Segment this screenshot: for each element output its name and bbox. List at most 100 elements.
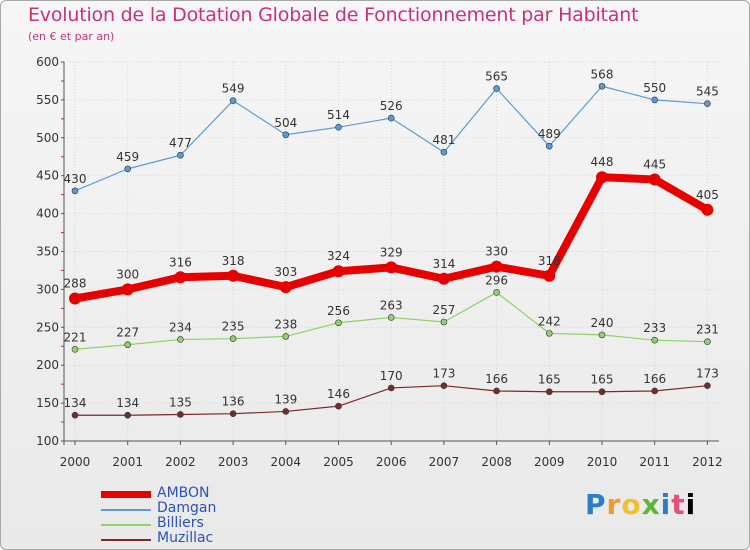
data-label-ambon: 303 [274,265,297,279]
data-point-muzillac [229,410,237,418]
legend-label-damgan: Damgan [157,500,217,516]
data-point-muzillac [335,402,342,410]
data-label-billiers: 221 [64,330,87,344]
data-point-muzillac [71,411,79,419]
x-tick-label: 2008 [481,455,512,469]
x-tick-label: 2001 [112,455,143,469]
data-label-damgan: 568 [591,67,614,81]
data-point-billiers [545,330,553,337]
data-label-ambon: 405 [696,188,719,202]
data-point-ambon [596,171,608,184]
data-point-damgan [229,97,237,104]
data-point-damgan [598,82,606,90]
data-label-ambon: 329 [380,245,403,259]
data-label-ambon: 330 [485,245,508,259]
data-label-damgan: 550 [643,81,666,95]
data-label-damgan: 526 [380,99,403,113]
data-label-billiers: 233 [643,321,666,335]
x-tick-label: 2009 [534,455,565,469]
data-point-damgan [493,85,500,92]
data-point-billiers [335,319,342,327]
data-label-muzillac: 135 [169,395,192,409]
data-point-billiers [651,336,659,344]
data-label-billiers: 263 [380,298,403,312]
data-label-ambon: 445 [643,157,666,171]
data-label-damgan: 545 [696,85,719,99]
data-point-ambon [648,173,661,186]
data-point-damgan [177,151,184,159]
data-label-damgan: 504 [274,116,297,130]
data-label-muzillac: 165 [538,373,561,387]
data-label-ambon: 288 [64,276,87,290]
data-point-ambon [69,292,81,305]
legend-swatch-muzillac [101,539,151,541]
legend-swatch-ambon [101,491,151,498]
data-point-billiers [124,341,131,349]
data-label-muzillac: 136 [222,395,245,409]
data-label-billiers: 234 [169,320,192,334]
y-tick-label: 500 [36,131,59,145]
data-label-ambon: 324 [327,249,350,263]
data-label-billiers: 227 [116,326,139,340]
data-label-ambon: 448 [591,155,614,169]
y-tick-label: 250 [36,320,59,334]
data-label-muzillac: 166 [643,372,666,386]
data-label-muzillac: 170 [380,369,403,383]
legend-swatch-damgan [101,509,151,511]
data-point-muzillac [545,388,553,396]
data-label-damgan: 481 [432,133,455,147]
data-point-ambon [437,272,450,285]
data-point-damgan [545,142,553,150]
data-label-muzillac: 134 [64,396,87,410]
y-tick-label: 350 [36,245,59,259]
y-tick-label: 450 [36,169,59,183]
series-line-ambon [71,173,712,303]
data-label-damgan: 459 [116,150,139,164]
data-point-damgan [335,123,342,131]
x-tick-label: 2012 [692,455,723,469]
proxiti-logo: Proxiti [585,488,697,521]
y-tick-label: 200 [36,358,59,372]
x-tick-label: 2004 [271,455,302,469]
data-point-muzillac [598,388,606,396]
data-label-billiers: 296 [485,273,508,287]
chart-title: Evolution de la Dotation Globale de Fonc… [28,4,639,26]
data-point-billiers [440,318,448,326]
data-point-ambon [332,265,345,278]
data-label-muzillac: 146 [327,387,350,401]
data-label-damgan: 514 [327,108,350,122]
x-tick-label: 2002 [165,455,196,469]
data-point-ambon [279,281,292,294]
data-point-billiers [493,289,500,296]
y-tick-label: 300 [36,282,59,296]
y-tick-label: 400 [36,207,59,221]
data-point-damgan [651,96,659,104]
legend-label-ambon: AMBON [157,485,210,501]
data-point-damgan [124,165,131,173]
data-label-muzillac: 173 [696,367,719,381]
data-label-ambon: 316 [169,255,192,269]
data-point-muzillac [651,387,659,395]
data-label-damgan: 477 [169,136,192,150]
data-label-damgan: 430 [64,172,87,186]
data-point-billiers [598,331,606,339]
y-tick-label: 100 [36,434,59,448]
x-tick-label: 2005 [323,455,354,469]
data-point-ambon [121,283,134,296]
legend-swatch-billiers [101,524,151,526]
data-label-ambon: 318 [538,254,561,268]
data-label-ambon: 318 [222,254,245,268]
data-point-damgan [387,114,395,122]
data-label-billiers: 257 [432,303,455,317]
data-point-ambon [490,260,503,273]
data-point-muzillac [124,411,131,419]
data-point-damgan [704,100,711,107]
y-tick-label: 600 [36,55,59,69]
data-point-muzillac [387,384,395,392]
data-point-billiers [704,338,711,346]
data-label-muzillac: 166 [485,372,508,386]
data-point-ambon [385,261,398,274]
x-tick-label: 2011 [639,455,670,469]
